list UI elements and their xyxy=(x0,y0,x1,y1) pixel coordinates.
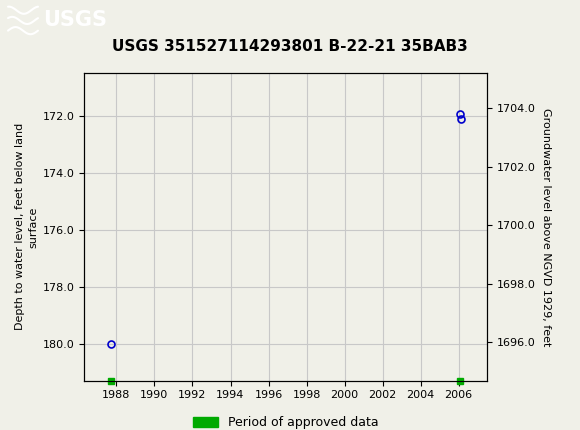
Text: USGS 351527114293801 B-22-21 35BAB3: USGS 351527114293801 B-22-21 35BAB3 xyxy=(112,39,468,54)
Text: USGS: USGS xyxy=(43,10,107,31)
Legend: Period of approved data: Period of approved data xyxy=(188,411,383,430)
Y-axis label: Groundwater level above NGVD 1929, feet: Groundwater level above NGVD 1929, feet xyxy=(541,108,552,346)
Y-axis label: Depth to water level, feet below land
surface: Depth to water level, feet below land su… xyxy=(15,123,38,330)
